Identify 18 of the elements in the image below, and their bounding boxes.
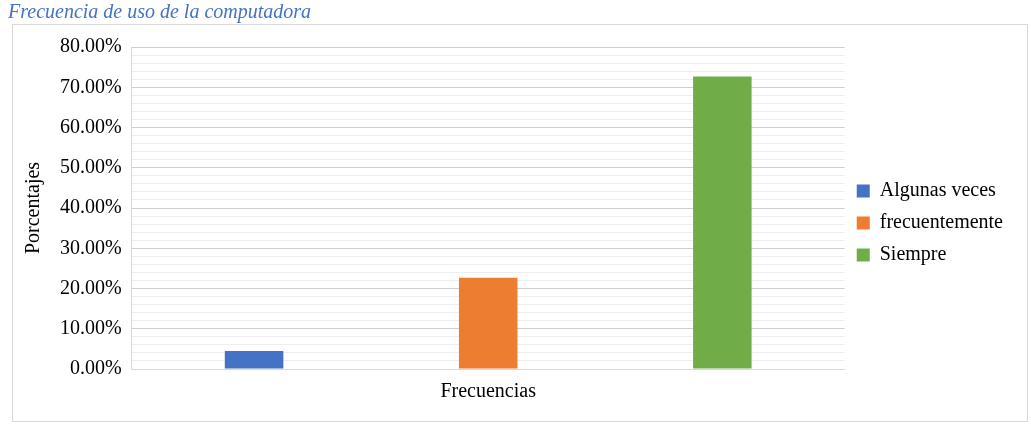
y-tick-label: 70.00% [59,74,122,97]
legend-label: Siempre [879,242,947,266]
y-tick-label: 80.00% [59,34,122,57]
bar [224,350,284,369]
legend-label: frecuentemente [879,210,1004,233]
bar [693,76,752,369]
chart-title: Frecuencia de uso de la computadora [8,0,312,22]
y-tick-label: 50.00% [59,155,122,177]
y-tick-label: 10.00% [59,316,122,338]
y-tick-label: 20.00% [59,275,122,298]
bar [458,277,518,369]
legend-label: Algunas veces [879,178,997,202]
y-tick-label: 30.00% [59,235,122,258]
x-tick-label: Frecuencias [440,379,537,402]
y-tick-label: 0.00% [69,356,122,379]
y-tick-label: 40.00% [59,195,122,218]
y-tick-label: 60.00% [59,114,122,137]
y-axis-title: Porcentajes [21,161,45,255]
